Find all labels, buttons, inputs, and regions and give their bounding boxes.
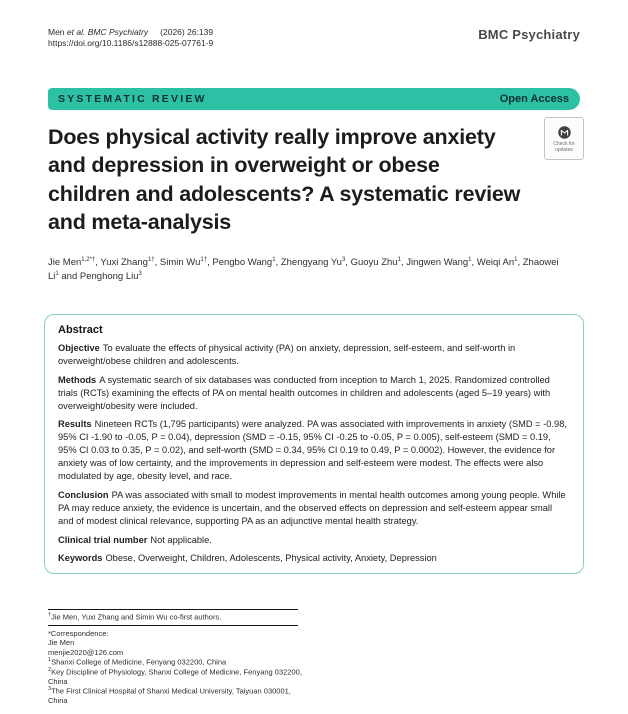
- citation-line: Men et al. BMC Psychiatry (2026) 26:139: [48, 27, 213, 38]
- correspondence-name: Jie Men: [48, 638, 75, 648]
- abstract-section: Methods A systematic search of six databa…: [58, 374, 551, 411]
- author-line: Jie Men1,2*†, Yuxi Zhang1†, Simin Wu1†, …: [48, 256, 559, 283]
- citation-block: Men et al. BMC Psychiatry (2026) 26:139 h…: [48, 27, 213, 49]
- crossmark-icon: [557, 125, 571, 139]
- affiliation: 1Shanxi College of Medicine, Fenyang 032…: [48, 657, 227, 667]
- footnote-block: †Jie Men, Yuxi Zhang and Simin Wu co-fir…: [48, 609, 302, 705]
- abstract-section: Objective To evaluate the effects of phys…: [58, 343, 516, 367]
- footnote-top-rule: [48, 609, 298, 610]
- affiliation: 3The First Clinical Hospital of Shanxi M…: [48, 686, 291, 705]
- coauthor-note: †Jie Men, Yuxi Zhang and Simin Wu co-fir…: [48, 610, 302, 625]
- check-for-updates-label: Check for updates: [553, 140, 575, 153]
- article-type-label: SYSTEMATIC REVIEW: [58, 93, 207, 106]
- coauthor-text: Jie Men, Yuxi Zhang and Simin Wu co-firs…: [51, 612, 222, 622]
- citation-journal: et al. BMC Psychiatry: [66, 27, 149, 37]
- article-type-banner: SYSTEMATIC REVIEW Open Access: [48, 88, 580, 111]
- page-header: Men et al. BMC Psychiatry (2026) 26:139 h…: [0, 0, 628, 49]
- abstract-body: Objective To evaluate the effects of phys…: [58, 342, 570, 565]
- correspondence-label: *Correspondence:: [48, 628, 109, 638]
- doi-link[interactable]: https://doi.org/10.1186/s12888-025-07761…: [48, 38, 214, 49]
- check-for-updates-badge[interactable]: Check for updates: [544, 117, 584, 160]
- citation-issue: (2026) 26:139: [160, 27, 214, 37]
- coauthor-dagger: †: [48, 612, 52, 618]
- abstract-heading: Abstract: [58, 324, 103, 337]
- doi-line: https://doi.org/10.1186/s12888-025-07761…: [48, 38, 213, 49]
- citation-authors: Men: [48, 27, 65, 37]
- correspondence-block: *Correspondence: Jie Men menjie2020@126.…: [48, 626, 302, 706]
- abstract-box: Abstract Objective To evaluate the effect…: [44, 314, 584, 575]
- abstract-section: Clinical trial number Not applicable.: [58, 534, 212, 545]
- abstract-section: Conclusion PA was associated with small t…: [58, 490, 566, 527]
- correspondence-email: menjie2020@126.com: [48, 648, 302, 657]
- abstract-section: Results Nineteen RCTs (1,795 participants…: [58, 419, 567, 482]
- journal-logo: BMC Psychiatry: [478, 27, 580, 42]
- abstract-section: Keywords Obese, Overweight, Children, Ado…: [58, 553, 437, 564]
- email-link[interactable]: menjie2020@126.com: [48, 647, 124, 657]
- affiliation-list: 1Shanxi College of Medicine, Fenyang 032…: [48, 657, 302, 705]
- affiliation: 2Key Discipline of Physiology, Shanxi Co…: [48, 666, 302, 686]
- footnote-mid-rule: [48, 624, 298, 626]
- open-access-label: Open Access: [499, 93, 569, 106]
- article-title: Does physical activity really improve an…: [48, 125, 521, 235]
